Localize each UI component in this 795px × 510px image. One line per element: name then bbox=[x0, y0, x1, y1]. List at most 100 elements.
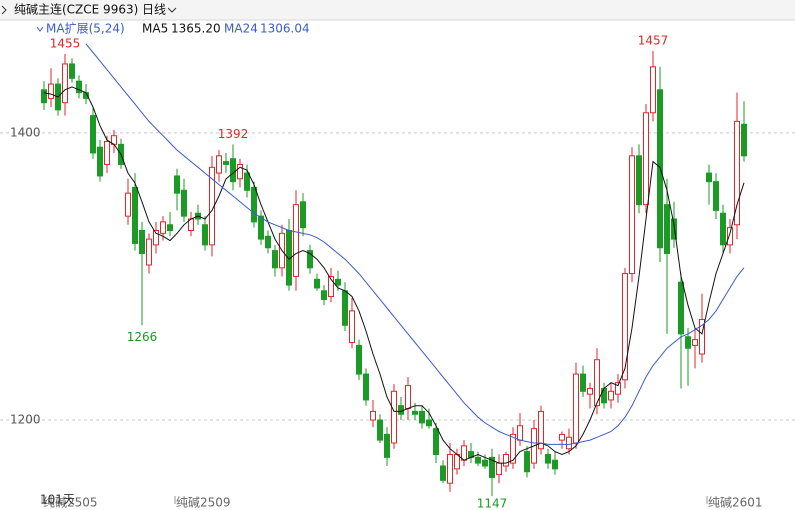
x-tick-label: 纯碱2509 bbox=[176, 496, 231, 510]
candle-body bbox=[419, 410, 425, 424]
legend-label: MA24 bbox=[224, 22, 258, 36]
candle-body bbox=[377, 419, 383, 441]
candle-body bbox=[62, 63, 68, 104]
candle-body bbox=[90, 115, 96, 154]
candle-body bbox=[97, 146, 103, 177]
candle-body bbox=[216, 155, 222, 174]
candle-body bbox=[335, 278, 341, 286]
candle-body bbox=[713, 181, 719, 211]
legend-value: 1306.04 bbox=[260, 22, 310, 36]
candle-body bbox=[251, 186, 257, 223]
candle-body bbox=[76, 80, 82, 94]
x-tick-label: 纯碱2601 bbox=[708, 496, 763, 510]
y-tick-label: 1400 bbox=[10, 125, 41, 139]
legend-label: MA5 bbox=[142, 22, 168, 36]
candle-body bbox=[594, 359, 600, 407]
high-label: 1455 bbox=[50, 36, 81, 50]
candle-body bbox=[244, 172, 250, 191]
candle-body bbox=[426, 419, 432, 427]
candle-body bbox=[104, 140, 110, 165]
header-icon[interactable] bbox=[1, 5, 7, 15]
candle-body bbox=[727, 227, 733, 246]
candle-body bbox=[405, 385, 411, 410]
candle-body bbox=[629, 155, 635, 275]
candle-body bbox=[538, 410, 544, 450]
header-bar bbox=[0, 0, 795, 20]
candle-body bbox=[412, 410, 418, 415]
candle-body bbox=[307, 250, 313, 269]
low-label: 1266 bbox=[127, 330, 158, 344]
y-tick-label: 1200 bbox=[10, 413, 41, 427]
candle-body bbox=[447, 453, 453, 484]
candle-body bbox=[636, 155, 642, 206]
ma-line bbox=[43, 86, 745, 464]
candle-body bbox=[146, 238, 152, 266]
period-arrow[interactable] bbox=[167, 7, 177, 13]
candle-body bbox=[461, 445, 467, 461]
candle-body bbox=[69, 63, 75, 79]
high-label: 1392 bbox=[218, 127, 249, 141]
candle-body bbox=[237, 163, 243, 180]
candle-body bbox=[503, 453, 509, 467]
candle-body bbox=[741, 123, 747, 157]
candle-body bbox=[321, 290, 327, 300]
candle-body bbox=[678, 281, 684, 335]
indicator-arrow[interactable] bbox=[36, 26, 44, 32]
period-selector[interactable]: 日线 bbox=[142, 3, 166, 17]
ma-line bbox=[85, 43, 745, 445]
candle-body bbox=[160, 221, 166, 234]
candle-body bbox=[356, 344, 362, 375]
candle-body bbox=[181, 189, 187, 217]
high-label: 1457 bbox=[638, 34, 669, 48]
legend-value: 1365.20 bbox=[171, 22, 221, 36]
candle-body bbox=[300, 201, 306, 229]
candle-body bbox=[734, 120, 740, 226]
candle-body bbox=[559, 433, 565, 441]
period-label: 101天 bbox=[40, 493, 75, 507]
candle-body bbox=[566, 436, 572, 450]
candle-body bbox=[272, 250, 278, 269]
candle-body bbox=[720, 212, 726, 246]
candle-body bbox=[664, 204, 670, 254]
candle-body bbox=[482, 459, 488, 467]
candle-body bbox=[41, 89, 47, 104]
candle-body bbox=[398, 405, 404, 415]
candle-body bbox=[545, 453, 551, 464]
candle-body bbox=[202, 224, 208, 246]
candle-body bbox=[265, 235, 271, 249]
candle-body bbox=[48, 83, 54, 99]
candle-body bbox=[370, 410, 376, 421]
candle-body bbox=[139, 230, 145, 254]
candle-body bbox=[391, 390, 397, 444]
candle-body bbox=[230, 158, 236, 183]
candle-body bbox=[328, 275, 334, 298]
candle-body bbox=[524, 451, 530, 473]
candle-body bbox=[342, 290, 348, 326]
candle-body bbox=[384, 433, 390, 458]
candle-body bbox=[643, 112, 649, 206]
candle-body bbox=[258, 215, 264, 240]
candle-body bbox=[601, 387, 607, 404]
candle-body bbox=[174, 175, 180, 194]
candle-body bbox=[615, 382, 621, 395]
candle-body bbox=[622, 273, 628, 381]
candle-body bbox=[293, 204, 299, 277]
candle-body bbox=[223, 161, 229, 165]
candle-body bbox=[475, 456, 481, 464]
candle-body bbox=[314, 278, 320, 289]
candle-body bbox=[167, 224, 173, 232]
candle-body bbox=[510, 433, 516, 464]
candle-body bbox=[496, 462, 502, 476]
indicator-name[interactable]: MA扩展(5,24) bbox=[46, 22, 125, 36]
candle-body bbox=[692, 339, 698, 346]
chart-title: 纯碱主连(CZCE 9963) bbox=[14, 2, 138, 17]
candle-body bbox=[440, 465, 446, 481]
candle-body bbox=[671, 218, 677, 240]
candle-body bbox=[433, 428, 439, 455]
low-label: 1147 bbox=[477, 497, 508, 510]
candle-body bbox=[552, 459, 558, 470]
candle-body bbox=[580, 373, 586, 392]
candle-body bbox=[363, 373, 369, 401]
candle-body bbox=[517, 425, 523, 441]
